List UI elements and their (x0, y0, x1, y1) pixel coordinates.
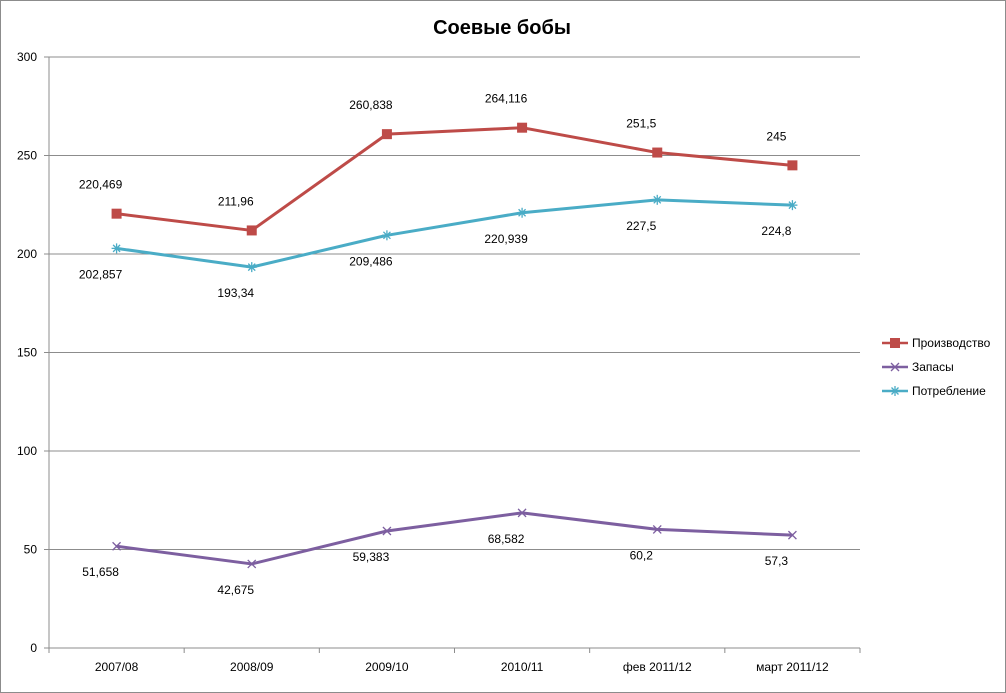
axes: 0 50 100 150 200 250 300 2007/08 2008/09 2009/10 2… (17, 50, 861, 674)
data-point (890, 338, 900, 348)
series-line (116, 198, 793, 269)
data-label: 57,3 (765, 554, 789, 568)
x-tick-label: 2008/09 (230, 660, 274, 674)
x-tick-label: 2007/08 (95, 660, 139, 674)
x-tick-label: март 2011/12 (756, 660, 829, 674)
data-point (246, 225, 257, 236)
data-label: 51,658 (82, 565, 119, 579)
data-label: 193,34 (217, 286, 254, 300)
data-point (652, 194, 663, 205)
legend-item: Запасы (882, 360, 954, 374)
data-label: 224,8 (761, 224, 791, 238)
data-label: 42,675 (217, 583, 254, 597)
y-tick-label: 250 (17, 149, 37, 163)
y-tick-label: 150 (17, 346, 37, 360)
series-line (116, 511, 793, 566)
data-label: 220,469 (79, 178, 123, 192)
chart-title: Соевые бобы (433, 17, 571, 39)
data-point (381, 230, 392, 241)
data-label: 60,2 (630, 548, 654, 562)
data-point (787, 530, 797, 540)
data-label: 264,116 (485, 92, 528, 106)
data-point (787, 200, 798, 211)
data-label: 220,939 (484, 232, 528, 246)
data-point (247, 559, 257, 569)
data-point (382, 526, 392, 536)
series-2: 202,857 193,34 209,486 220,939 227,5 224,8 (79, 194, 798, 300)
data-label: 260,838 (349, 98, 393, 112)
data-label: 211,96 (218, 194, 254, 208)
y-tick-label: 200 (17, 247, 37, 261)
legend-label: Производство (912, 336, 991, 350)
data-point (787, 160, 798, 171)
legend-item: Производство (882, 336, 991, 350)
x-tick-label: 2010/11 (501, 660, 544, 674)
data-point (111, 208, 122, 219)
data-point (890, 362, 900, 372)
data-point (517, 508, 527, 518)
data-point (652, 524, 662, 534)
data-point (112, 541, 122, 551)
series-layer: 220,469 211,96 260,838 264,116 251,5 245 51,65… (79, 92, 798, 597)
series-1: 51,658 42,675 59,383 68,582 60,2 57,3 (82, 508, 797, 597)
y-tick-label: 100 (17, 444, 37, 458)
gridlines (49, 56, 860, 550)
data-label: 202,857 (79, 267, 123, 281)
y-tick-label: 300 (17, 50, 37, 64)
data-label: 209,486 (349, 254, 393, 268)
data-label: 245 (766, 129, 786, 143)
data-point (517, 207, 528, 218)
legend-item: Потребление (882, 384, 986, 398)
y-tick-label: 0 (30, 641, 37, 655)
series-line (116, 126, 793, 232)
data-label: 251,5 (626, 117, 656, 131)
legend-label: Запасы (912, 360, 954, 374)
data-point (890, 386, 900, 396)
y-tick-label: 50 (24, 543, 38, 557)
x-tick-label: фев 2011/12 (623, 660, 692, 674)
data-point (381, 129, 392, 140)
data-label: 227,5 (626, 219, 656, 233)
data-point (652, 147, 663, 158)
x-tick-label: 2009/10 (365, 660, 409, 674)
data-label: 68,582 (488, 532, 525, 546)
legend-label: Потребление (912, 384, 986, 398)
series-0: 220,469 211,96 260,838 264,116 251,5 245 (79, 92, 798, 236)
data-label: 59,383 (353, 550, 390, 564)
data-point (111, 243, 122, 254)
data-point (246, 262, 257, 273)
legend: Производство Запасы Потребление (882, 336, 991, 398)
data-point (517, 122, 528, 133)
